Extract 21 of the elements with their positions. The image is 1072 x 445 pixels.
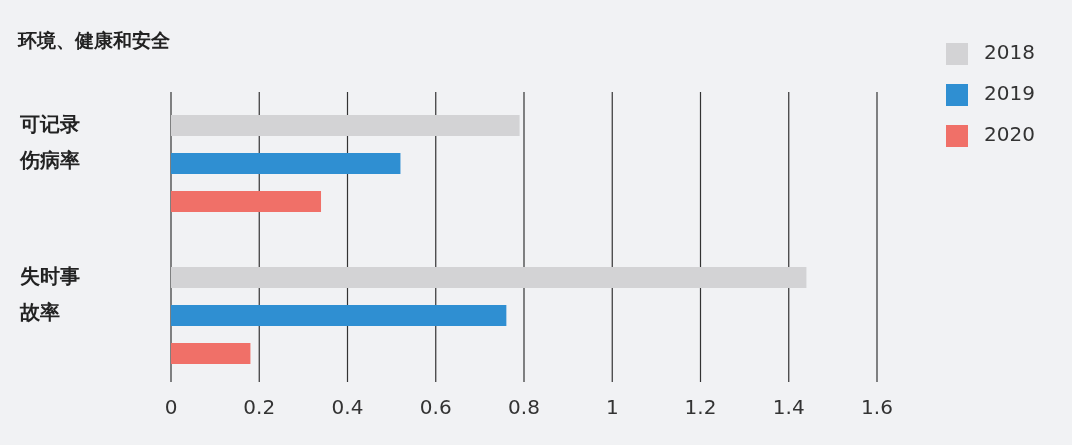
x-tick-label: 1.4 — [771, 395, 806, 419]
x-tick-label: 0.6 — [418, 395, 453, 419]
bar — [171, 305, 507, 326]
legend-label: 2019 — [984, 81, 1035, 105]
bar — [171, 343, 251, 364]
y-tick-label: 失时事故率 — [20, 262, 81, 326]
bar — [171, 267, 807, 288]
x-tick-label: 0.4 — [330, 395, 365, 419]
bar — [171, 153, 401, 174]
y-tick-label: 可记录伤病率 — [20, 110, 81, 174]
x-tick-label: 1.2 — [683, 395, 718, 419]
bar — [171, 115, 520, 136]
legend-label: 2020 — [984, 122, 1035, 146]
x-tick-label: 0.2 — [242, 395, 277, 419]
x-tick-label: 1 — [604, 395, 620, 419]
x-tick-label: 0 — [163, 395, 179, 419]
legend-label: 2018 — [984, 40, 1035, 64]
x-tick-label: 1.6 — [860, 395, 894, 419]
x-tick-label: 0.8 — [507, 395, 541, 419]
bar — [171, 191, 322, 212]
chart-title: 环境、健康和安全 — [18, 28, 170, 53]
